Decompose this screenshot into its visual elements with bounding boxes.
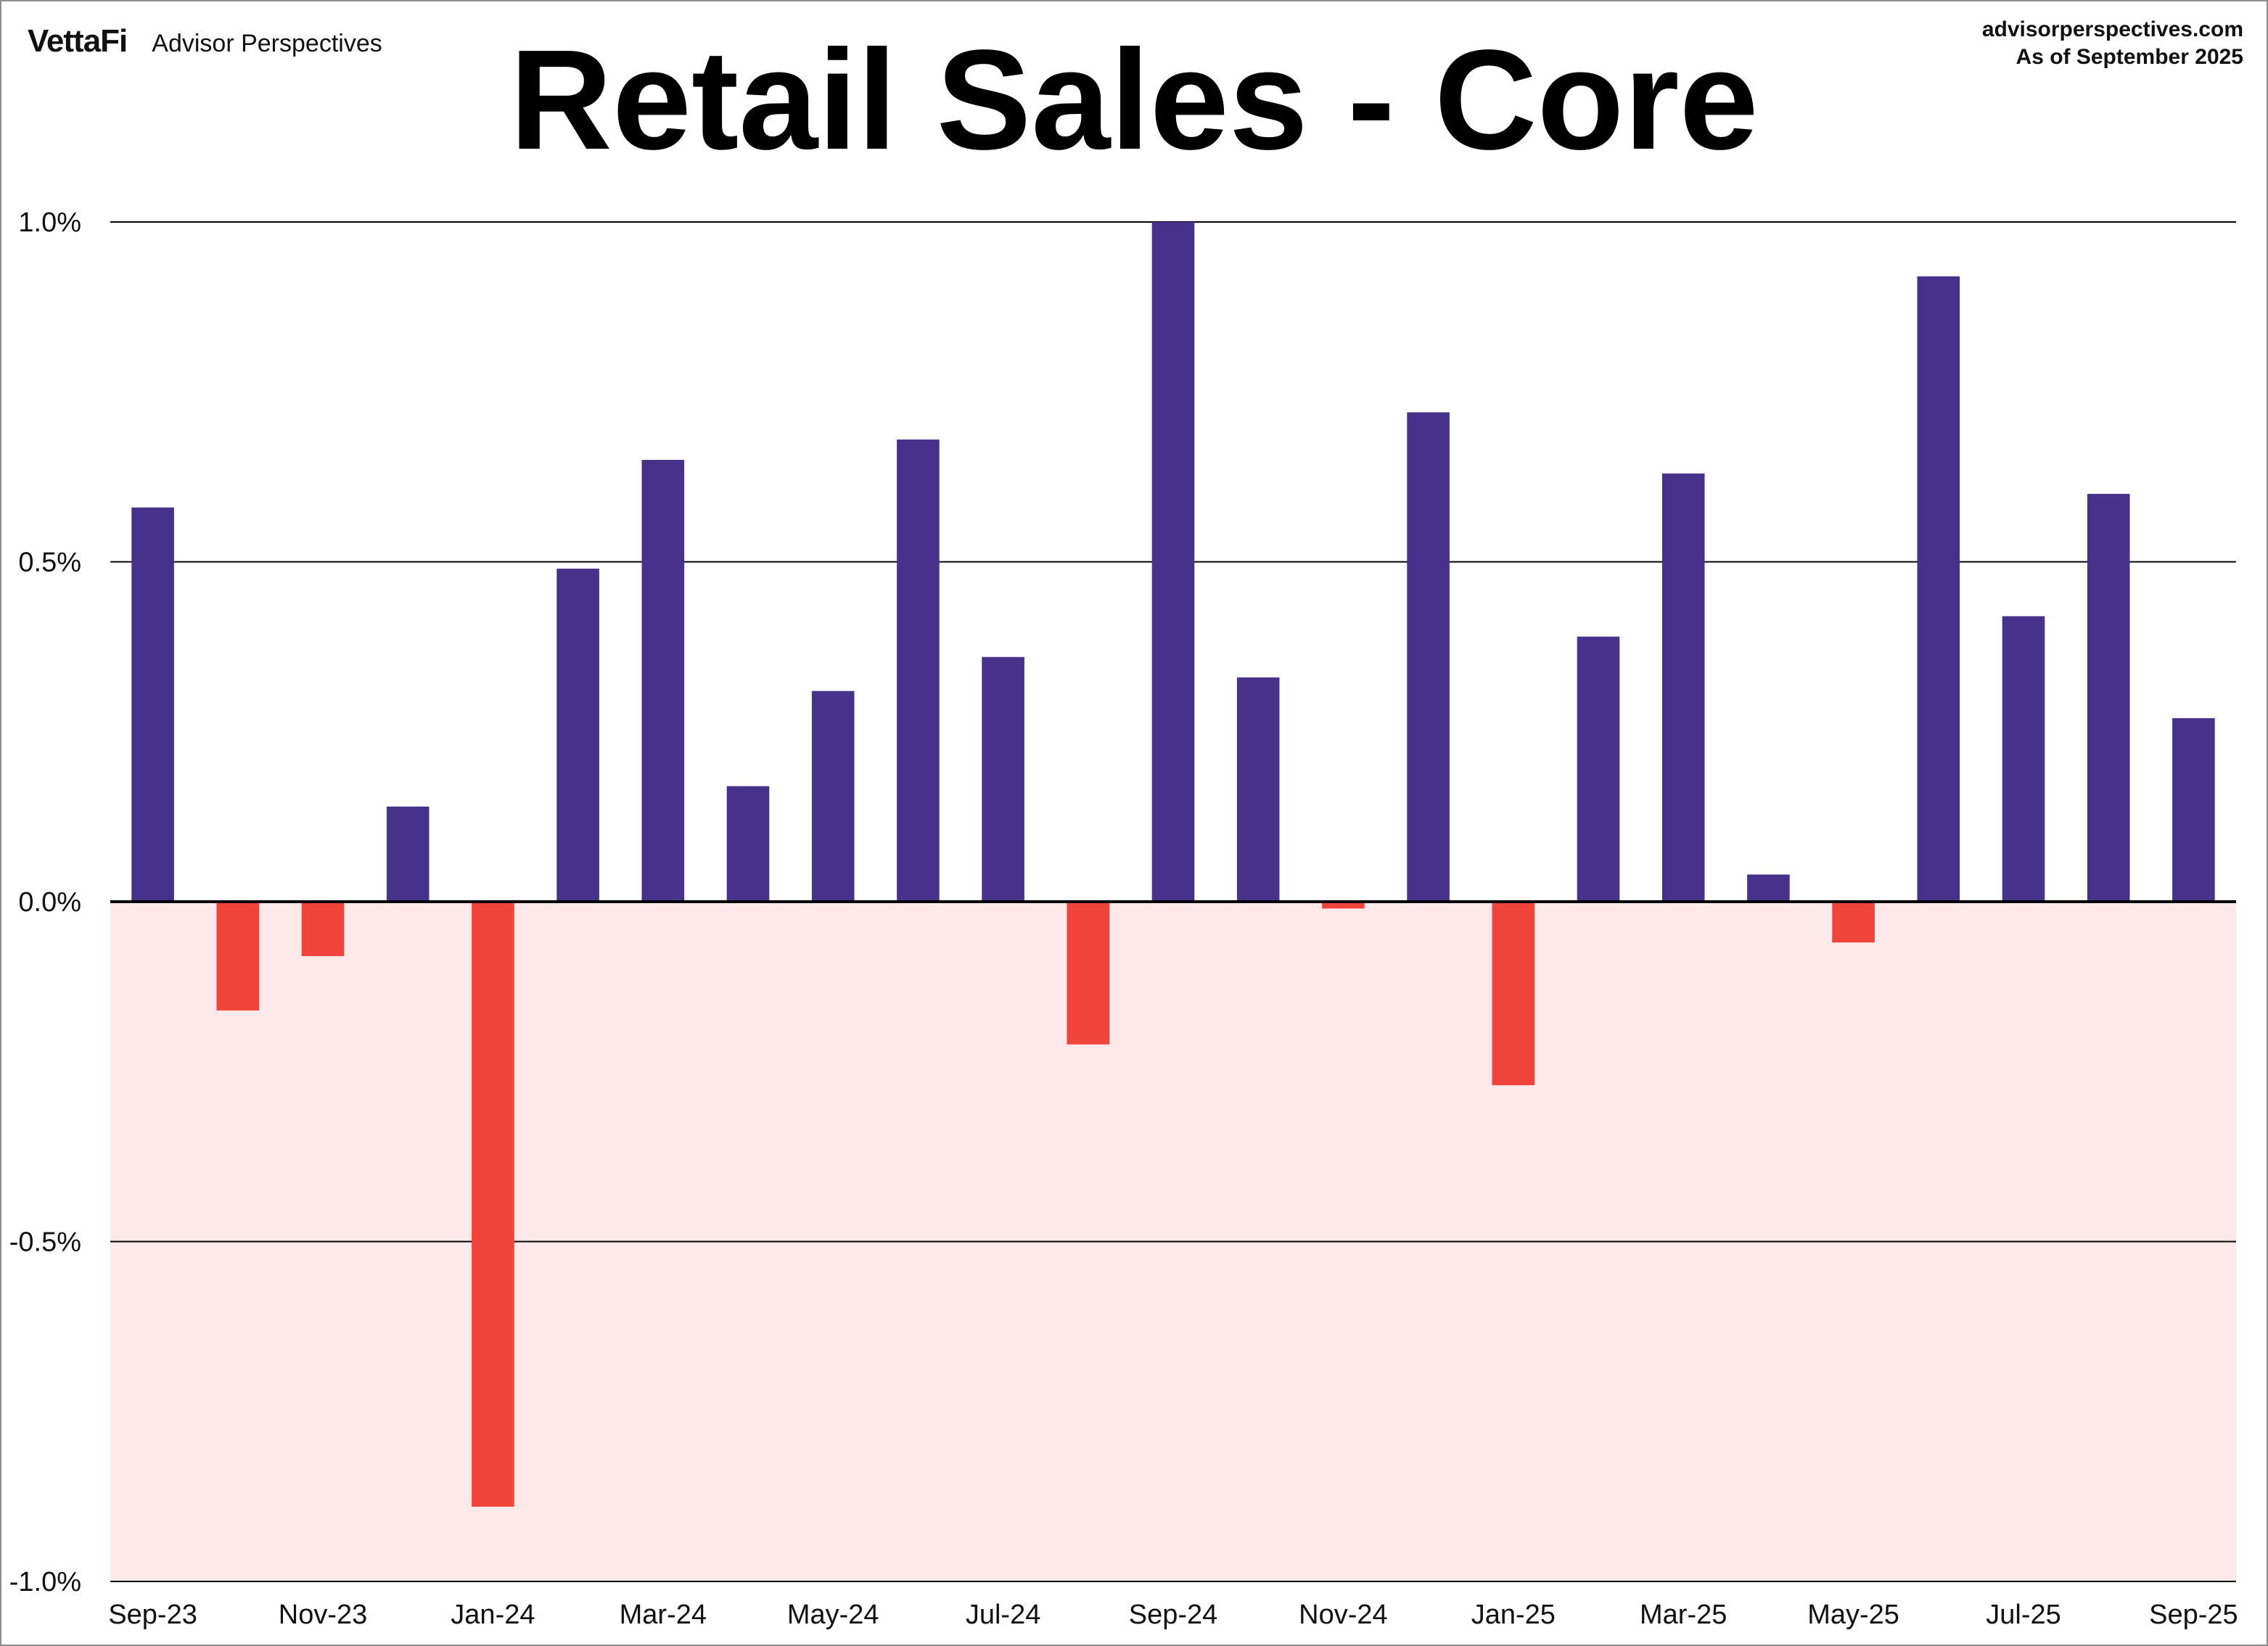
bar-Aug-24	[1067, 902, 1110, 1045]
x-tick-label: May-25	[1807, 1600, 1899, 1630]
bar-Jul-24	[982, 657, 1024, 902]
bar-May-25	[1832, 902, 1875, 943]
x-tick-label: Jul-25	[1986, 1600, 2061, 1630]
bar-Oct-23	[216, 902, 260, 1011]
x-tick-label: Sep-25	[2149, 1600, 2238, 1630]
bar-Mar-24	[641, 459, 685, 902]
bar-May-24	[811, 691, 855, 902]
as-of-date: As of September 2025	[2016, 45, 2243, 69]
x-tick-label: Nov-24	[1299, 1600, 1388, 1630]
x-tick-label: Mar-25	[1640, 1600, 1727, 1630]
bar-Apr-25	[1747, 874, 1790, 902]
chart-title: Retail Sales - Core	[509, 20, 1759, 179]
brand-name: Advisor Perspectives	[152, 30, 382, 57]
bar-Aug-25	[2087, 493, 2130, 902]
bar-Mar-25	[1661, 473, 1705, 902]
x-tick-label: Jul-24	[966, 1600, 1041, 1630]
bar-Dec-23	[386, 806, 430, 902]
bar-Nov-23	[301, 902, 345, 956]
x-tick-label: Nov-23	[279, 1600, 368, 1630]
x-tick-label: May-24	[787, 1600, 879, 1630]
bar-Jun-25	[1917, 276, 1960, 902]
source-block: advisorperspectives.com As of September …	[1982, 16, 2243, 71]
x-tick-label: Sep-23	[108, 1600, 197, 1630]
x-tick-label: Jan-24	[451, 1600, 535, 1630]
y-tick-label: -0.5%	[9, 1227, 81, 1258]
bar-Nov-24	[1322, 902, 1365, 909]
bar-Jan-25	[1492, 902, 1535, 1085]
x-tick-label: Jan-25	[1471, 1600, 1556, 1630]
y-tick-label: 1.0%	[18, 207, 81, 238]
bar-Jan-24	[472, 902, 514, 1507]
y-tick-label: -1.0%	[9, 1567, 81, 1597]
x-tick-label: Sep-24	[1129, 1600, 1218, 1630]
bar-Sep-23	[131, 507, 174, 902]
brand: VettaFi Advisor Perspectives	[28, 23, 382, 59]
bar-Jul-25	[2002, 616, 2045, 902]
bar-Jun-24	[897, 439, 940, 902]
bar-Feb-24	[556, 568, 599, 902]
y-tick-label: 0.5%	[18, 548, 81, 578]
source-url: advisorperspectives.com	[1981, 17, 2243, 41]
bar-Feb-25	[1577, 636, 1620, 902]
bar-Apr-24	[726, 786, 770, 902]
bar-Dec-24	[1407, 412, 1450, 902]
bar-Sep-24	[1151, 222, 1195, 902]
bar-Sep-25	[2172, 718, 2215, 902]
vettafi-logo: VettaFi	[28, 23, 128, 59]
x-tick-label: Mar-24	[620, 1600, 707, 1630]
bar-Oct-24	[1236, 677, 1280, 902]
y-tick-label: 0.0%	[18, 887, 81, 918]
